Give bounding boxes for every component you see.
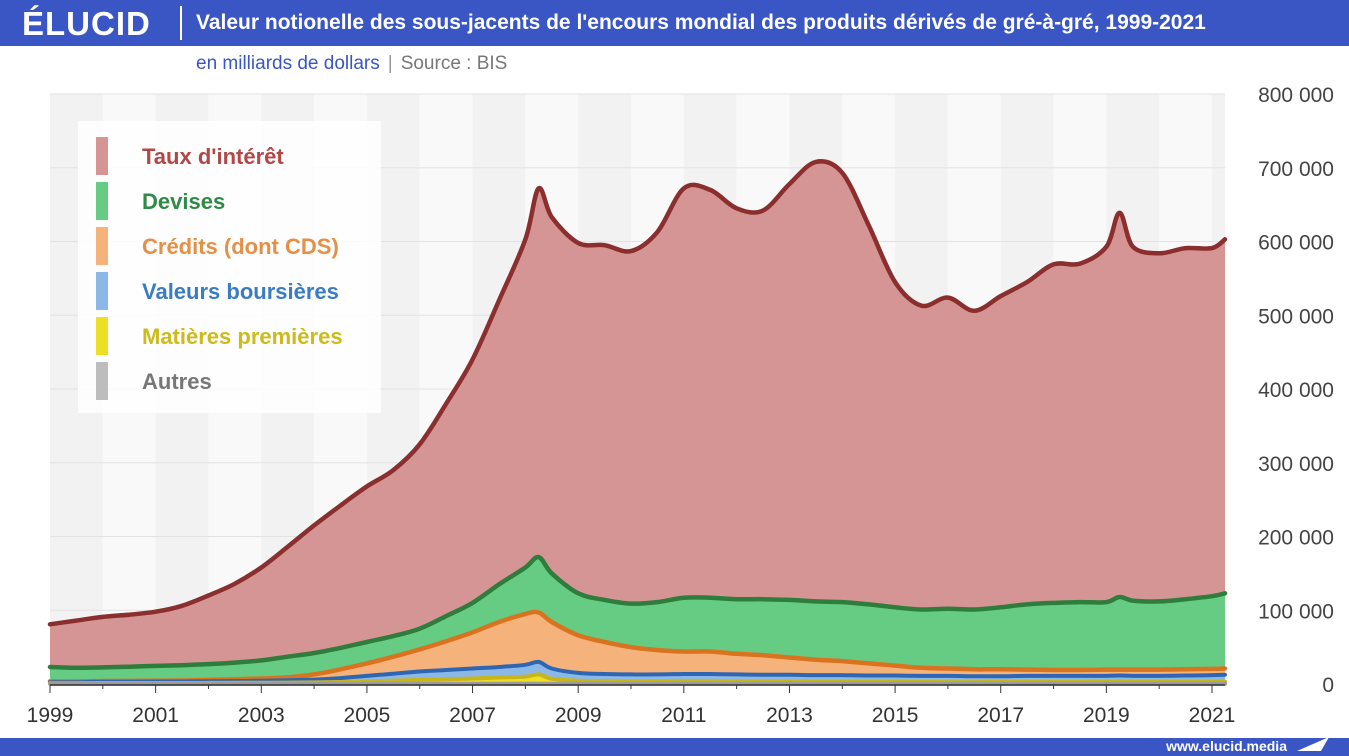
y-tick-label: 300 000	[1258, 453, 1334, 476]
line-devises	[47, 554, 1228, 671]
y-tick-label: 500 000	[1258, 305, 1334, 328]
subtitle-source: Source : BIS	[400, 53, 508, 74]
x-tick-label: 2009	[555, 704, 602, 727]
line-taux-d-inte-re-t	[47, 159, 1228, 627]
legend-swatch	[96, 362, 108, 400]
x-tick-label: 2011	[661, 704, 706, 727]
subtitle-separator: |	[387, 53, 393, 74]
area-series	[47, 159, 1228, 686]
footer-url[interactable]: www.elucid.media	[1166, 738, 1287, 754]
legend-label: Matières premières	[142, 324, 343, 349]
y-tick-label: 700 000	[1258, 158, 1334, 181]
x-tick-label: 2017	[977, 704, 1024, 727]
area-devises	[50, 557, 1225, 684]
x-tick-label: 2003	[238, 704, 285, 727]
legend-swatch	[96, 137, 108, 175]
legend-swatch	[96, 272, 108, 310]
y-tick-label: 600 000	[1258, 232, 1334, 255]
legend-label: Taux d'intérêt	[142, 144, 284, 169]
x-tick-label: 1999	[27, 704, 74, 727]
x-axis: 1999 2001 2003 2005 2007 2009 2011 2013 2015 2017…	[27, 684, 1236, 727]
y-tick-label: 400 000	[1258, 379, 1334, 402]
legend-swatch	[96, 182, 108, 220]
legend-swatch	[96, 317, 108, 355]
chart-legend: Taux d'intérêt Devises Crédits (dont CDS) V…	[78, 121, 381, 413]
legend-label: Valeurs boursières	[142, 279, 339, 304]
x-tick-label: 2013	[766, 704, 813, 727]
x-tick-label: 2015	[872, 704, 919, 727]
x-tick-label: 2001	[132, 704, 179, 727]
line-cre-dits-dont-cds	[47, 609, 1228, 684]
y-tick-label: 800 000	[1258, 84, 1334, 107]
x-tick-label: 2021	[1189, 704, 1236, 727]
subtitle-unit: en milliards de dollars	[196, 53, 380, 74]
legend-label: Devises	[142, 189, 226, 214]
arrow-logo-icon	[1297, 737, 1329, 751]
elucid-logo: ÉLUCID	[22, 5, 151, 42]
legend-label: Crédits (dont CDS)	[142, 234, 339, 259]
header-bar: ÉLUCID Valeur notionelle des sous-jacent…	[0, 0, 1349, 46]
x-tick-label: 2007	[449, 704, 496, 727]
chart-title: Valeur notionelle des sous-jacents de l'…	[196, 11, 1206, 34]
legend-label: Autres	[142, 369, 212, 394]
chart-subtitle: en milliards de dollars | Source : BIS	[196, 52, 507, 76]
area-taux-d-inte-re-t	[50, 161, 1225, 684]
legend-swatch	[96, 227, 108, 265]
y-tick-label: 200 000	[1258, 527, 1334, 550]
y-tick-label: 0	[1322, 674, 1334, 697]
x-tick-label: 2019	[1083, 704, 1130, 727]
logo-separator	[180, 6, 182, 40]
y-tick-label: 100 000	[1258, 600, 1334, 623]
y-axis: 0 100 000 200 000 300 000 400 000 500 000 600 …	[1258, 84, 1334, 697]
x-tick-label: 2005	[344, 704, 391, 727]
